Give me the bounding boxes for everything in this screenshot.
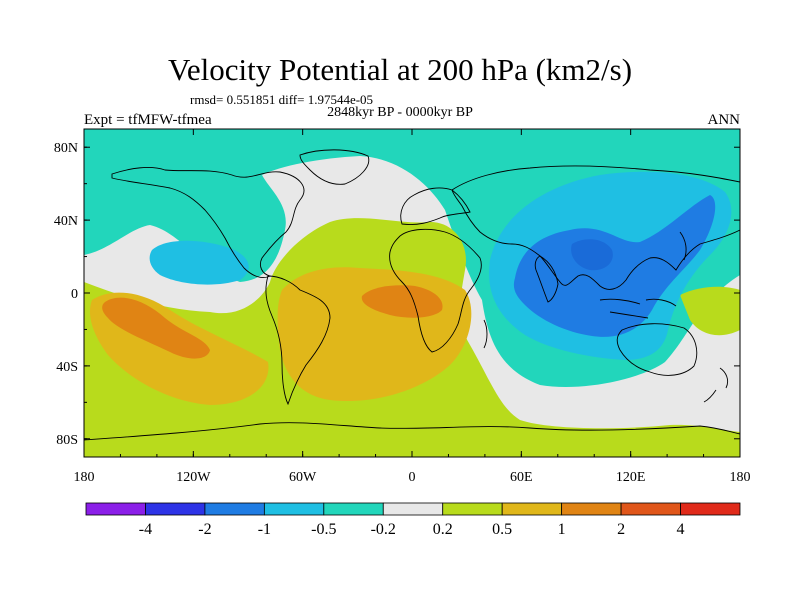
colorbar-swatch <box>620 502 681 516</box>
colorbar-label: -0.2 <box>371 521 396 538</box>
colorbar-swatch <box>145 502 206 516</box>
colorbar-label: -2 <box>198 521 211 538</box>
colorbar-swatch <box>442 502 503 516</box>
x-tick-label: 180 <box>730 470 751 485</box>
colorbar-label: 1 <box>558 521 566 538</box>
x-tick-label: 60E <box>510 470 533 485</box>
axis-ticks <box>83 129 741 457</box>
coast-japan <box>679 231 687 261</box>
y-tick-label: 80N <box>54 141 78 156</box>
experiment-label: Expt = tfMFW-tfmea <box>84 112 212 128</box>
coast-europe <box>400 187 471 225</box>
colorbar-swatch <box>561 502 622 516</box>
region-negative-blue-asia <box>513 195 716 337</box>
colorbar-swatch <box>382 502 444 516</box>
colorbar-label: -4 <box>139 521 152 538</box>
colorbar-label: 0.5 <box>492 521 512 538</box>
colorbar-label: 4 <box>677 521 685 538</box>
coast-madagascar <box>483 319 488 349</box>
colorbar-swatch <box>501 502 563 516</box>
coast-north-america <box>111 167 305 279</box>
coast-greenland <box>299 149 370 185</box>
y-tick-label: 40S <box>56 360 78 375</box>
x-tick-label: 120E <box>616 470 646 485</box>
x-tick-label: 120W <box>176 470 211 485</box>
colorbar-swatch <box>204 502 265 516</box>
coast-new-zealand <box>703 367 729 403</box>
coastlines <box>84 149 740 441</box>
colorbar-swatch <box>85 502 146 516</box>
colorbar: -4 -2 -1 -0.5 -0.2 0.2 0.5 1 2 4 <box>85 502 741 538</box>
y-tick-label: 80S <box>56 433 78 448</box>
region-positive-green-east <box>680 286 740 336</box>
colorbar-label: -0.5 <box>311 521 336 538</box>
colorbar-label: 2 <box>617 521 625 538</box>
colorbar-swatch <box>323 502 384 516</box>
x-tick-label: 180 <box>74 470 95 485</box>
axis-labels: 180 120W 60W 0 60E 120E 180 80N 40N 0 40S 80S <box>54 141 751 485</box>
colorbar-swatch <box>263 502 325 516</box>
x-tick-label: 0 <box>409 470 416 485</box>
coast-india <box>534 255 559 303</box>
y-tick-label: 0 <box>71 287 78 302</box>
region-positive-orange-pacific <box>102 297 210 359</box>
period-text: 2848kyr BP - 0000kyr BP <box>327 105 473 120</box>
coast-indonesia <box>599 298 677 319</box>
region-negative-darkblue-asia <box>571 239 613 271</box>
season-label: ANN <box>707 112 741 128</box>
region-negative-lightblue-pacific <box>149 240 249 285</box>
colorbar-swatch <box>680 502 741 516</box>
colorbar-label: -1 <box>258 521 271 538</box>
region-positive-orange-atlantic <box>361 285 443 318</box>
x-tick-label: 60W <box>289 470 317 485</box>
coast-south-america <box>265 275 331 406</box>
coast-africa <box>389 228 482 353</box>
coast-australia <box>616 323 698 376</box>
contour-field <box>84 129 740 457</box>
chart-title: Velocity Potential at 200 hPa (km2/s) <box>167 52 633 87</box>
y-tick-label: 40N <box>54 214 78 229</box>
stats-text: rmsd= 0.551851 diff= 1.97544e-05 <box>190 92 374 107</box>
colorbar-label: 0.2 <box>433 521 453 538</box>
coast-asia <box>451 165 740 290</box>
coast-antarctica <box>84 422 740 441</box>
